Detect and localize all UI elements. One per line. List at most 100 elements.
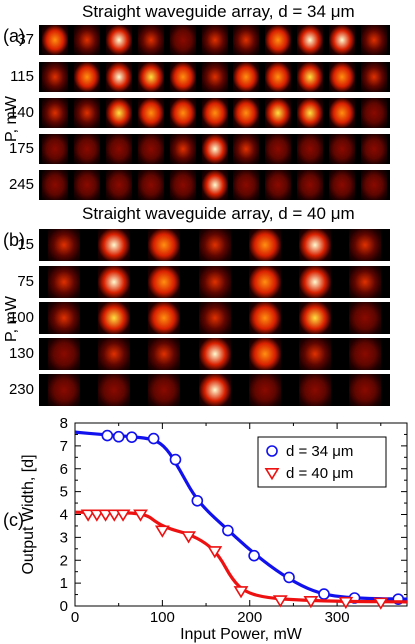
panel-b-intensity-strip xyxy=(39,338,390,370)
panel-a-waveguide-spot xyxy=(233,134,260,164)
panel-a-waveguide-spot xyxy=(329,62,356,92)
panel-b-waveguide-spot xyxy=(98,266,131,298)
panel-a-waveguide-spot xyxy=(137,134,164,164)
panel-a-waveguide-spot xyxy=(169,98,196,128)
panel-a-waveguide-spot xyxy=(105,62,132,92)
panel-a-waveguide-spot xyxy=(201,134,228,164)
panel-a-waveguide-spot xyxy=(41,25,68,55)
series-2-marker xyxy=(154,525,170,538)
panel-a-waveguide-spot xyxy=(233,62,260,92)
panel-b-waveguide-spot xyxy=(248,266,281,298)
panel-a-waveguide-spot xyxy=(361,98,388,128)
series-1-marker xyxy=(169,453,182,466)
panel-b-title: Straight waveguide array, d = 40 μm xyxy=(82,204,355,223)
panel-b-intensity-strip xyxy=(39,266,390,298)
panel-a-waveguide-spot xyxy=(41,98,68,128)
panel-a-waveguide-spot xyxy=(297,25,324,55)
panel-b-waveguide-spot xyxy=(48,229,81,261)
panel-a-waveguide-spot xyxy=(297,62,324,92)
panel-a-waveguide-spot xyxy=(105,25,132,55)
series-2-marker xyxy=(303,595,319,609)
panel-b-waveguide-spot xyxy=(48,266,81,298)
panel-b-waveguide-spot xyxy=(48,374,81,406)
panel-a-power-label: 140 xyxy=(8,104,34,121)
series-2-marker xyxy=(106,509,122,522)
series-2-marker xyxy=(373,597,389,610)
series-2-marker xyxy=(115,509,131,522)
panel-a-waveguide-spot xyxy=(169,134,196,164)
panel-a-intensity-strip xyxy=(39,170,390,200)
series-2-marker xyxy=(207,546,223,559)
panel-b-power-label: 130 xyxy=(8,345,34,362)
panel-a-waveguide-spot xyxy=(201,62,228,92)
panel-a-waveguide-spot xyxy=(105,170,132,200)
legend-marker-triangle xyxy=(264,467,280,481)
panel-b-waveguide-spot xyxy=(148,338,181,370)
panel-b-power-label: 15 xyxy=(17,236,34,253)
panel-a-waveguide-spot xyxy=(265,62,292,92)
series-1-marker xyxy=(112,430,125,443)
panel-a-waveguide-spot xyxy=(329,134,356,164)
legend-label: d = 34 μm xyxy=(286,443,353,460)
panel-a-intensity-strip xyxy=(39,62,390,92)
y-tick-label: 7 xyxy=(60,438,68,455)
panel-a-waveguide-spot xyxy=(201,170,228,200)
panel-b-waveguide-spot xyxy=(248,338,281,370)
panel-a-waveguide-spot xyxy=(137,98,164,128)
panel-b-intensity-strip xyxy=(39,374,390,406)
panel-b-waveguide-spot xyxy=(298,229,331,261)
panel-a-intensity-strip xyxy=(39,98,390,128)
panel-c-label: (c) xyxy=(3,510,24,530)
panel-b-waveguide-spot xyxy=(298,302,331,334)
panel-b-waveguide-spot xyxy=(348,266,381,298)
panel-a-intensity-strip xyxy=(39,25,390,55)
y-axis-label: Output Width, [d] xyxy=(20,454,37,574)
panel-a-waveguide-spot xyxy=(201,25,228,55)
series-1-marker xyxy=(125,431,138,443)
panel-a-waveguide-spot xyxy=(201,98,228,128)
series-2-marker xyxy=(272,595,288,608)
panel-b-waveguide-spot xyxy=(198,229,231,261)
x-tick-label: 100 xyxy=(150,609,175,626)
panel-b-power-label: 230 xyxy=(8,381,34,398)
panel-a-power-label: 245 xyxy=(8,176,34,193)
panel-b-waveguide-spot xyxy=(148,229,181,261)
y-tick-label: 6 xyxy=(60,461,68,478)
panel-a-waveguide-spot xyxy=(73,170,100,200)
series-2-marker xyxy=(98,509,113,522)
panel-a-waveguide-spot xyxy=(329,98,356,128)
panel-a-waveguide-spot xyxy=(41,134,68,164)
panel-a-waveguide-spot xyxy=(297,98,324,128)
panel-b-waveguide-spot xyxy=(198,338,231,370)
panel-b-waveguide-spot xyxy=(248,229,281,261)
panel-a-title: Straight waveguide array, d = 34 μm xyxy=(82,2,355,21)
panel-a-power-label: 175 xyxy=(8,140,34,157)
panel-a-waveguide-spot xyxy=(73,25,100,55)
legend-label: d = 40 μm xyxy=(286,465,353,482)
series-1-marker xyxy=(222,524,234,537)
panel-a-waveguide-spot xyxy=(233,25,260,55)
panel-b-waveguide-spot xyxy=(248,302,281,334)
panel-b-waveguide-spot xyxy=(348,229,381,261)
y-tick-label: 8 xyxy=(60,415,68,432)
y-tick-label: 2 xyxy=(60,552,68,569)
panel-b-waveguide-spot xyxy=(98,229,131,261)
panel-a-waveguide-spot xyxy=(361,62,388,92)
series-2-marker xyxy=(80,509,96,522)
series-2-marker xyxy=(233,586,249,599)
series-1-marker xyxy=(101,429,114,442)
panel-b-waveguide-spot xyxy=(98,374,131,406)
panel-b-waveguide-spot xyxy=(198,302,231,334)
panel-b-power-label: 100 xyxy=(8,309,34,326)
series-1-marker xyxy=(283,571,295,584)
panel-a-power-label: 37 xyxy=(17,31,34,48)
panel-a-waveguide-spot xyxy=(297,134,324,164)
panel-a-waveguide-spot xyxy=(265,170,292,200)
x-tick-label: 300 xyxy=(325,609,350,626)
panel-a-waveguide-spot xyxy=(297,170,324,200)
y-tick-label: 5 xyxy=(60,484,68,501)
panel-a-waveguide-spot xyxy=(233,98,260,128)
panel-b-power-label: 75 xyxy=(17,273,34,290)
panel-b-waveguide-spot xyxy=(48,302,81,334)
